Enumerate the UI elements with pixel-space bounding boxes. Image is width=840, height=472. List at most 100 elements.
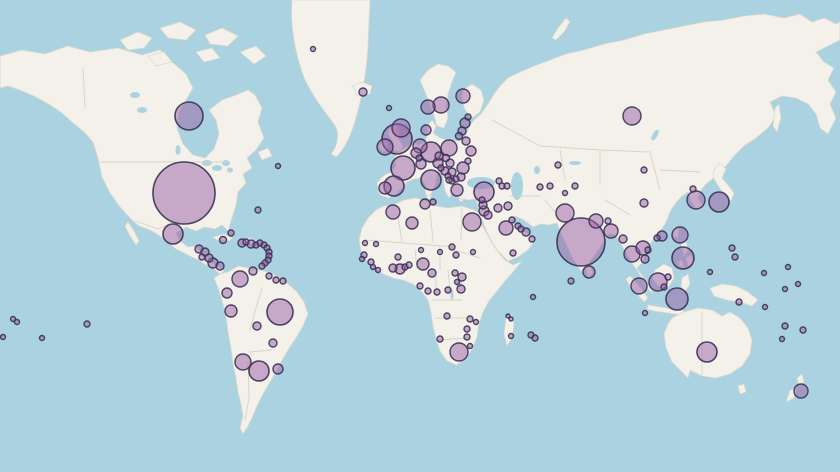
map-bubble-pacific-3[interactable] [0,333,7,341]
map-bubble-luxembourg[interactable] [415,154,423,162]
map-bubble-slovenia[interactable] [437,164,445,172]
map-bubble-jordan[interactable] [483,210,493,220]
map-bubble-somalia[interactable] [469,248,477,256]
map-bubble-burkina-faso[interactable] [394,253,402,261]
map-bubble-egypt[interactable] [462,212,482,232]
map-bubble-poland[interactable] [440,139,458,157]
map-bubble-lithuania[interactable] [454,131,464,141]
map-bubble-tanzania[interactable] [456,284,466,294]
map-bubble-myanmar[interactable] [618,234,628,244]
map-bubble-madagascar[interactable] [507,332,515,340]
map-bubble-turkmenistan[interactable] [536,183,544,191]
map-bubble-sulawesi-dot[interactable] [706,268,714,276]
map-bubble-pacific-4[interactable] [38,334,46,342]
map-bubble-laos[interactable] [644,246,652,254]
map-bubble-comoros-2[interactable] [508,316,514,322]
map-bubble-bermuda[interactable] [254,206,262,214]
map-bubble-malawi[interactable] [472,318,480,326]
map-bubble-marshall-islands[interactable] [760,269,768,277]
map-bubble-solomon-islands[interactable] [735,298,743,306]
map-bubble-nigeria[interactable] [416,257,430,271]
map-bubble-saudi-arabia[interactable] [498,220,514,236]
map-bubble-north-macedonia[interactable] [452,175,460,183]
map-bubble-vanuatu[interactable] [761,303,769,311]
map-bubble-faroe-islands[interactable] [385,104,393,112]
map-bubble-maldives[interactable] [567,277,575,285]
map-bubble-brunei[interactable] [664,273,672,281]
map-bubble-rwanda[interactable] [453,278,461,286]
map-bubble-nepal[interactable] [588,213,604,229]
map-bubble-central-africa-dot[interactable] [444,286,452,294]
map-bubble-bhutan[interactable] [604,217,612,225]
map-bubble-indonesia[interactable] [665,287,689,311]
map-bubble-iran[interactable] [503,201,513,211]
map-bubble-qatar[interactable] [517,225,525,233]
map-bubble-oman[interactable] [528,235,536,243]
map-bubble-comoros-1[interactable] [505,313,511,319]
map-bubble-mongolia[interactable] [640,166,648,174]
map-bubble-uruguay[interactable] [272,363,284,375]
map-bubble-gambia[interactable] [358,255,366,263]
map-bubble-palau[interactable] [728,244,736,252]
map-bubble-morocco[interactable] [385,204,401,220]
map-bubble-botswana[interactable] [463,333,471,341]
map-bubble-kazakhstan[interactable] [554,161,562,169]
map-bubble-paraguay[interactable] [268,338,278,348]
map-bubble-reunion[interactable] [531,334,539,342]
map-bubble-tunisia[interactable] [419,198,431,210]
map-bubble-south-africa[interactable] [449,342,469,362]
map-bubble-canada[interactable] [174,101,204,131]
map-bubble-pacific-2[interactable] [13,318,21,326]
map-bubble-chad[interactable] [436,248,444,256]
map-bubble-sweden[interactable] [455,88,471,104]
map-bubble-trinidad[interactable] [258,262,266,270]
map-bubble-australia[interactable] [696,341,718,363]
map-bubble-mauritania[interactable] [361,239,369,247]
map-bubble-bahamas[interactable] [227,229,235,237]
map-bubble-south-korea[interactable] [686,190,706,210]
map-bubble-czechia[interactable] [434,151,444,161]
map-bubble-suriname[interactable] [272,276,280,284]
map-bubble-uk-2[interactable] [391,118,411,138]
map-bubble-belarus[interactable] [461,136,471,146]
map-bubble-china-dot[interactable] [639,198,649,208]
map-bubble-liberia[interactable] [374,266,382,274]
map-bubble-sudan[interactable] [448,243,456,251]
map-bubble-uganda[interactable] [451,269,459,277]
map-bubble-yemen[interactable] [509,249,517,257]
map-bubble-samoa[interactable] [794,280,802,288]
map-bubble-sierra-leone[interactable] [369,263,377,271]
map-bubble-portugal[interactable] [378,181,392,195]
map-bubble-slovakia[interactable] [441,153,451,163]
map-bubble-usa[interactable] [152,161,216,225]
map-bubble-tuvalu[interactable] [781,285,789,293]
map-bubble-colombia[interactable] [231,270,249,288]
map-bubble-cambodia[interactable] [640,254,650,264]
map-bubble-atlantic-dot[interactable] [274,162,282,170]
map-bubble-norway[interactable] [420,99,436,115]
map-bubble-ukraine[interactable] [465,145,477,157]
map-bubble-tajikistan[interactable] [561,189,569,197]
map-bubble-kenya[interactable] [457,272,467,282]
map-bubble-timor[interactable] [641,309,649,317]
map-bubble-zambia[interactable] [466,315,474,323]
map-bubble-taiwan[interactable] [671,226,689,244]
map-bubble-chile[interactable] [234,353,252,371]
map-bubble-tonga[interactable] [799,326,807,334]
map-bubble-panama[interactable] [215,261,225,271]
map-bubble-greece[interactable] [450,183,464,197]
map-bubble-gabon[interactable] [416,282,424,290]
map-bubble-pacific-1[interactable] [9,315,17,323]
map-bubble-argentina[interactable] [248,360,270,382]
map-bubble-montenegro[interactable] [445,176,453,184]
map-bubble-congo[interactable] [424,287,432,295]
map-bubble-indonesia-west[interactable] [630,277,648,295]
map-bubble-fiji[interactable] [781,322,789,330]
map-bubble-cameroon[interactable] [427,268,437,278]
map-bubble-mali[interactable] [372,240,380,248]
map-bubble-pakistan[interactable] [555,203,575,223]
map-bubble-ethiopia[interactable] [452,251,460,259]
map-bubble-pacific-5[interactable] [83,320,91,328]
